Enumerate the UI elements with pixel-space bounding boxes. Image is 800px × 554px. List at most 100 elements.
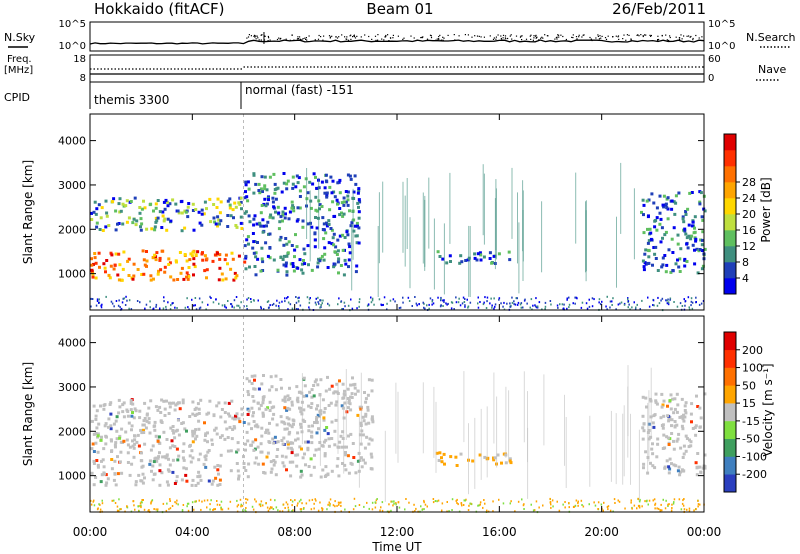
nsearch-point <box>495 36 497 38</box>
heatmap-cell <box>684 401 688 405</box>
heatmap-cell <box>297 297 299 300</box>
nsearch-point <box>410 35 412 37</box>
heatmap-cell <box>652 414 656 418</box>
heatmap-cell <box>285 182 289 186</box>
heatmap-cell <box>701 466 705 470</box>
heatmap-cell <box>343 236 347 239</box>
heatmap-cell <box>210 499 212 502</box>
heatmap-cell <box>215 206 219 209</box>
heatmap-cell <box>681 215 685 219</box>
heatmap-cell <box>159 268 163 272</box>
nsearch-point <box>350 34 352 36</box>
heatmap-cell <box>656 507 658 510</box>
heatmap-cell <box>478 453 482 457</box>
heatmap-cell <box>269 498 272 501</box>
heatmap-cell <box>257 387 261 391</box>
heatmap-cell <box>90 297 92 300</box>
heatmap-cell <box>665 499 667 502</box>
heatmap-cell <box>455 296 457 299</box>
heatmap-cell <box>314 216 317 219</box>
heatmap-cell <box>357 216 361 220</box>
heatmap-cell <box>213 253 217 257</box>
heatmap-cell <box>366 405 370 409</box>
heatmap-cell <box>260 204 264 207</box>
heatmap-cell <box>229 469 233 473</box>
heatmap-cell <box>290 499 292 501</box>
heatmap-cell <box>660 265 664 269</box>
heatmap-cell <box>390 500 392 503</box>
heatmap-cell <box>234 414 237 418</box>
heatmap-cell <box>611 300 613 303</box>
heatmap-cell <box>684 232 688 236</box>
heatmap-cell <box>295 245 299 249</box>
heatmap-cell <box>683 298 685 301</box>
heatmap-cell <box>213 465 217 469</box>
heatmap-cell <box>432 501 435 504</box>
heatmap-cell <box>143 263 147 267</box>
heatmap-cell <box>664 270 668 274</box>
heatmap-cell <box>96 298 99 301</box>
heatmap-cell <box>224 305 226 308</box>
heatmap-cell <box>308 499 311 502</box>
heatmap-cell <box>93 499 95 502</box>
nsearch-point <box>422 36 424 38</box>
colorbar-segment <box>724 134 736 151</box>
heatmap-cell <box>354 471 358 475</box>
heatmap-cell <box>267 198 270 202</box>
heatmap-cell <box>363 461 367 465</box>
heatmap-cell <box>226 214 230 217</box>
heatmap-cell <box>580 306 583 309</box>
heatmap-cell <box>642 466 645 470</box>
nsearch-point <box>540 37 542 39</box>
heatmap-cell <box>556 500 558 503</box>
nave-tick-top: 60 <box>708 54 721 65</box>
heatmap-cell <box>337 303 339 306</box>
heatmap-cell <box>216 468 220 472</box>
heatmap-cell <box>664 507 667 510</box>
heatmap-cell <box>327 219 331 223</box>
heatmap-cell <box>298 500 301 503</box>
heatmap-cell <box>207 303 209 306</box>
heatmap-cell <box>680 508 683 511</box>
heatmap-cell <box>418 303 420 305</box>
nsearch-point <box>644 34 646 36</box>
heatmap-cell <box>217 218 221 222</box>
x-axis-label: Time UT <box>371 540 422 554</box>
heatmap-streak <box>483 173 485 245</box>
heatmap-cell <box>296 181 300 185</box>
heatmap-cell <box>251 505 254 508</box>
heatmap-cell <box>669 407 673 411</box>
heatmap-cell <box>189 252 193 256</box>
nsky-tick-top: 10^5 <box>59 19 86 30</box>
heatmap-cell <box>214 476 218 480</box>
nsearch-point <box>441 39 443 41</box>
heatmap-cell <box>598 301 600 304</box>
heatmap-cell <box>671 507 673 509</box>
heatmap-cell <box>92 404 96 408</box>
heatmap-cell <box>140 207 144 211</box>
heatmap-cell <box>228 203 232 207</box>
nsearch-point <box>556 38 558 40</box>
heatmap-cell <box>236 441 240 445</box>
heatmap-cell <box>679 247 683 251</box>
heatmap-cell <box>603 501 605 504</box>
heatmap-cell <box>694 461 698 465</box>
heatmap-cell <box>194 253 198 257</box>
heatmap-cell <box>502 502 505 505</box>
heatmap-cell <box>673 425 677 429</box>
heatmap-cell <box>336 260 340 264</box>
nsearch-point <box>503 39 505 41</box>
heatmap-cell <box>285 501 288 504</box>
heatmap-cell <box>246 180 250 184</box>
heatmap-cell <box>526 302 528 305</box>
heatmap-cell <box>228 414 232 418</box>
heatmap-cell <box>338 503 340 506</box>
heatmap-cell <box>196 481 200 485</box>
heatmap-cell <box>200 208 204 212</box>
heatmap-cell <box>451 498 454 501</box>
heatmap-cell <box>339 501 341 504</box>
heatmap-cell <box>649 231 653 235</box>
heatmap-cell <box>195 308 198 311</box>
heatmap-cell <box>649 461 652 465</box>
heatmap-cell <box>207 479 211 483</box>
